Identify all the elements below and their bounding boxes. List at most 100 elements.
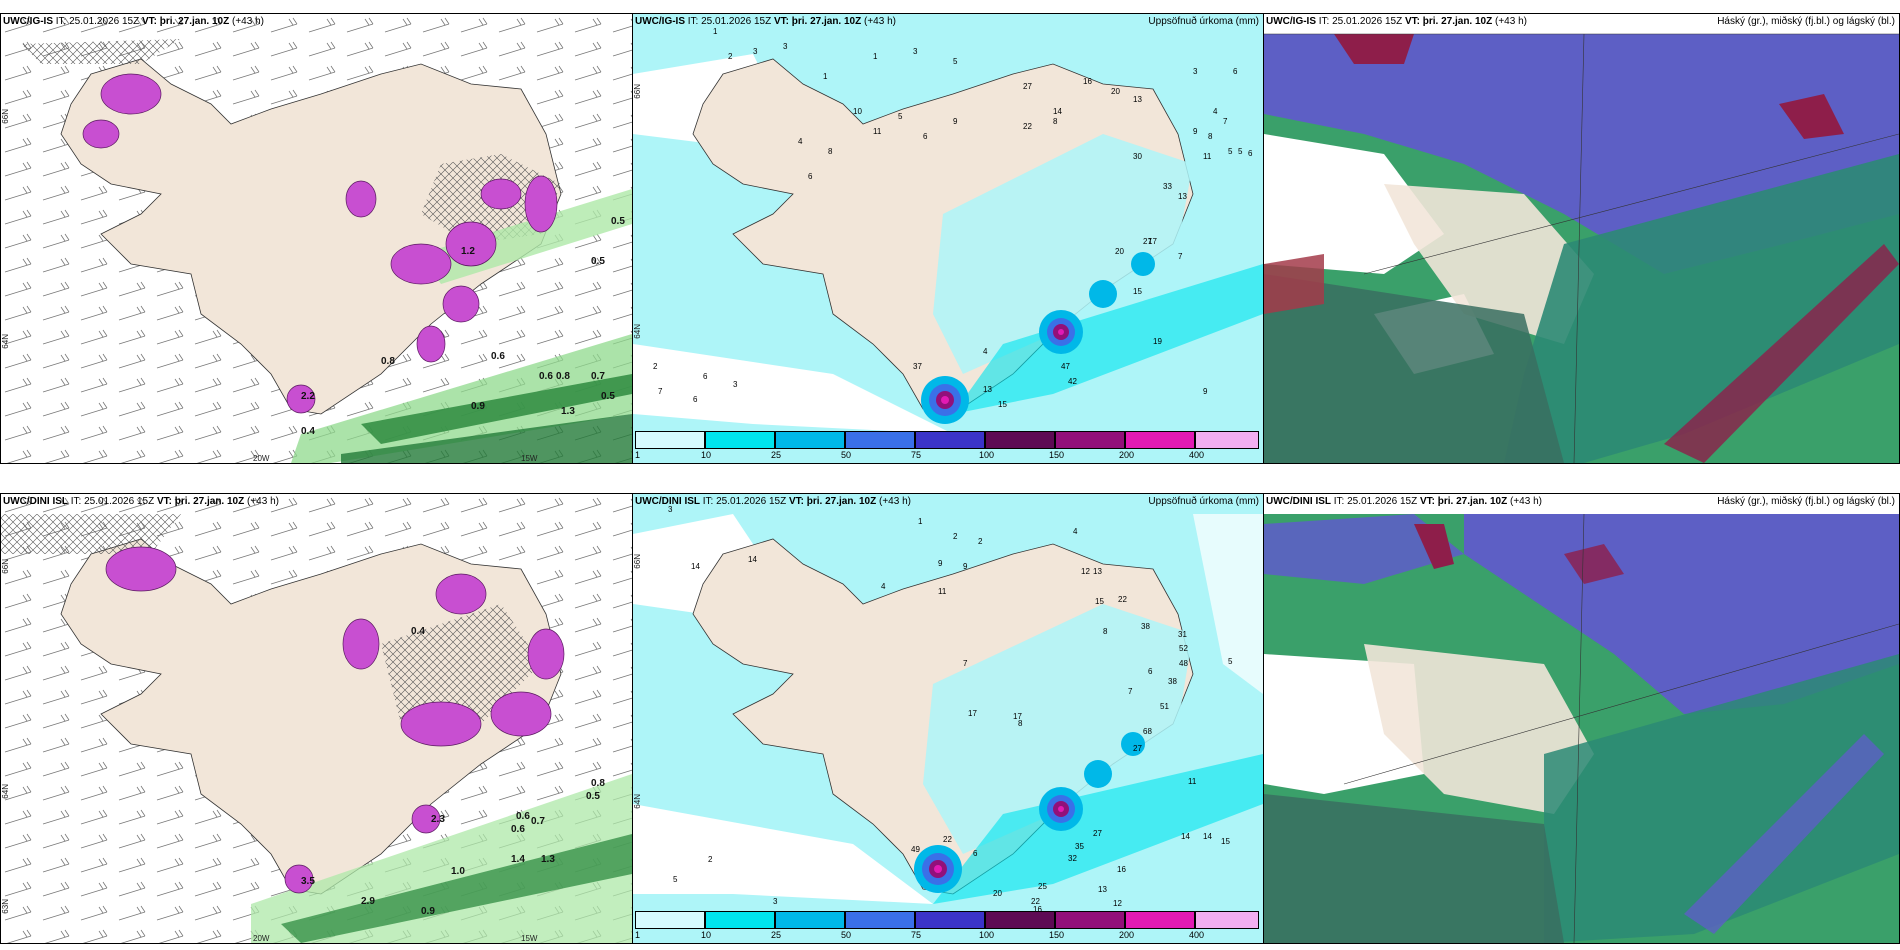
svg-text:5: 5 <box>1228 657 1233 666</box>
svg-text:7: 7 <box>1178 252 1183 261</box>
svg-text:1: 1 <box>918 517 923 526</box>
svg-text:3: 3 <box>773 897 778 906</box>
colorbar-label: 150 <box>1049 930 1065 940</box>
colorbar-segment <box>915 431 985 449</box>
svg-text:14: 14 <box>1181 832 1190 841</box>
tick-lat-64: 64N <box>1 334 10 349</box>
colorbar-label: 75 <box>911 450 922 460</box>
wind-label: 0.6 <box>516 811 530 822</box>
colorbar-segment <box>635 911 705 929</box>
svg-text:6: 6 <box>973 849 978 858</box>
svg-text:13: 13 <box>1178 192 1187 201</box>
svg-text:9: 9 <box>1193 127 1198 136</box>
colorbar-label: 10 <box>701 450 712 460</box>
panel-title: UWC/IG-IS IT: 25.01.2026 15Z VT: þri. 27… <box>635 16 896 27</box>
colorbar-label: 10 <box>701 930 712 940</box>
tick-lon-15: 15W <box>521 454 538 463</box>
panel-title: UWC/DINI ISL IT: 25.01.2026 15Z VT: þri.… <box>1266 496 1542 507</box>
svg-text:38: 38 <box>1168 677 1177 686</box>
colorbar-segment <box>985 911 1055 929</box>
cloud-map <box>1264 33 1899 463</box>
svg-text:19: 19 <box>1153 337 1162 346</box>
svg-text:35: 35 <box>1075 842 1084 851</box>
wind-label: 0.9 <box>421 906 435 917</box>
svg-text:8: 8 <box>1103 627 1108 636</box>
svg-text:14: 14 <box>1203 832 1212 841</box>
svg-text:13: 13 <box>983 385 992 394</box>
colorbar-label: 100 <box>979 930 995 940</box>
iceland-land <box>60 58 562 415</box>
colorbar-label: 50 <box>841 450 852 460</box>
svg-text:9: 9 <box>938 559 943 568</box>
colorbar-label: 75 <box>911 930 922 940</box>
svg-text:6: 6 <box>1233 67 1238 76</box>
svg-text:13: 13 <box>1098 885 1107 894</box>
svg-text:11: 11 <box>1188 777 1197 786</box>
svg-text:15: 15 <box>998 400 1007 409</box>
panel-title: UWC/DINI ISL IT: 25.01.2026 15Z VT: þri.… <box>635 496 911 507</box>
tick-lat-64-right: 64N <box>633 794 642 809</box>
svg-text:14: 14 <box>691 562 700 571</box>
wind-label: 0.5 <box>611 216 625 227</box>
panel-title: UWC/IG-IS IT: 25.01.2026 15Z VT: þri. 27… <box>1266 16 1527 27</box>
svg-text:22: 22 <box>1031 897 1040 906</box>
svg-text:2: 2 <box>708 855 713 864</box>
svg-text:49: 49 <box>911 845 920 854</box>
svg-text:3: 3 <box>913 47 918 56</box>
wind-label: 2.9 <box>361 896 375 907</box>
svg-text:22: 22 <box>943 835 952 844</box>
wind-label: 1.2 <box>461 246 475 257</box>
svg-text:7: 7 <box>658 387 663 396</box>
svg-text:8: 8 <box>828 147 833 156</box>
colorbar-label: 400 <box>1189 930 1205 940</box>
svg-text:5: 5 <box>673 875 678 884</box>
svg-text:9: 9 <box>963 562 968 571</box>
tick-lon-15: 15W <box>521 934 538 943</box>
svg-text:27: 27 <box>1143 237 1152 246</box>
svg-text:6: 6 <box>808 172 813 181</box>
svg-text:4: 4 <box>881 582 886 591</box>
svg-text:10: 10 <box>853 107 862 116</box>
wind-label: 0.6 <box>491 351 505 362</box>
svg-text:3: 3 <box>733 380 738 389</box>
svg-text:42: 42 <box>1068 377 1077 386</box>
colorbar-segment <box>1125 911 1195 929</box>
svg-text:22: 22 <box>1118 595 1127 604</box>
wind-label: 0.6 <box>511 824 525 835</box>
svg-text:27: 27 <box>1093 829 1102 838</box>
colorbar-segment <box>705 431 775 449</box>
panel-cloud-dini: UWC/DINI ISL IT: 25.01.2026 15Z VT: þri.… <box>1263 493 1900 944</box>
svg-text:5: 5 <box>953 57 958 66</box>
svg-text:3: 3 <box>1193 67 1198 76</box>
svg-text:12: 12 <box>1081 567 1090 576</box>
svg-text:20: 20 <box>1115 247 1124 256</box>
svg-text:4: 4 <box>1213 107 1218 116</box>
svg-text:4: 4 <box>983 347 988 356</box>
svg-text:22: 22 <box>1023 122 1032 131</box>
svg-text:11: 11 <box>1203 152 1212 161</box>
svg-text:25: 25 <box>1038 882 1047 891</box>
panel-precip-dini: UWC/DINI ISL IT: 25.01.2026 15Z VT: þri.… <box>632 493 1264 944</box>
tick-lon-20: 20W <box>253 934 270 943</box>
panel-subtitle: Uppsöfnuð úrkoma (mm) <box>1148 16 1259 27</box>
panel-cloud-ig-is: UWC/IG-IS IT: 25.01.2026 15Z VT: þri. 27… <box>1263 13 1900 464</box>
svg-text:11: 11 <box>873 127 882 136</box>
colorbar-label: 50 <box>841 930 852 940</box>
svg-text:20: 20 <box>993 889 1002 898</box>
wind-label: 2.3 <box>431 814 445 825</box>
colorbar-label: 150 <box>1049 450 1065 460</box>
svg-text:3: 3 <box>753 47 758 56</box>
svg-text:1: 1 <box>823 72 828 81</box>
wind-map: 0.8 0.5 0.7 0.6 1.0 1.3 0.9 1.4 2.9 3.5 … <box>1 494 632 943</box>
wind-map: 0.5 0.6 0.8 0.5 1.3 2.2 0.4 0.6 0.9 0.7 … <box>1 14 632 463</box>
colorbar-segment <box>845 911 915 929</box>
wind-label: 1.3 <box>561 406 575 417</box>
precip-colorbar: 1 10 25 50 75 100 150 200 400 <box>635 911 1259 941</box>
panel-subtitle: Uppsöfnuð úrkoma (mm) <box>1148 496 1259 507</box>
svg-text:8: 8 <box>1018 719 1023 728</box>
svg-text:51: 51 <box>1160 702 1169 711</box>
svg-text:8: 8 <box>1208 132 1213 141</box>
precip-colorbar: 1 10 25 50 75 100 150 200 400 <box>635 431 1259 461</box>
wind-label: 1.4 <box>511 854 525 865</box>
svg-text:27: 27 <box>1133 744 1142 753</box>
